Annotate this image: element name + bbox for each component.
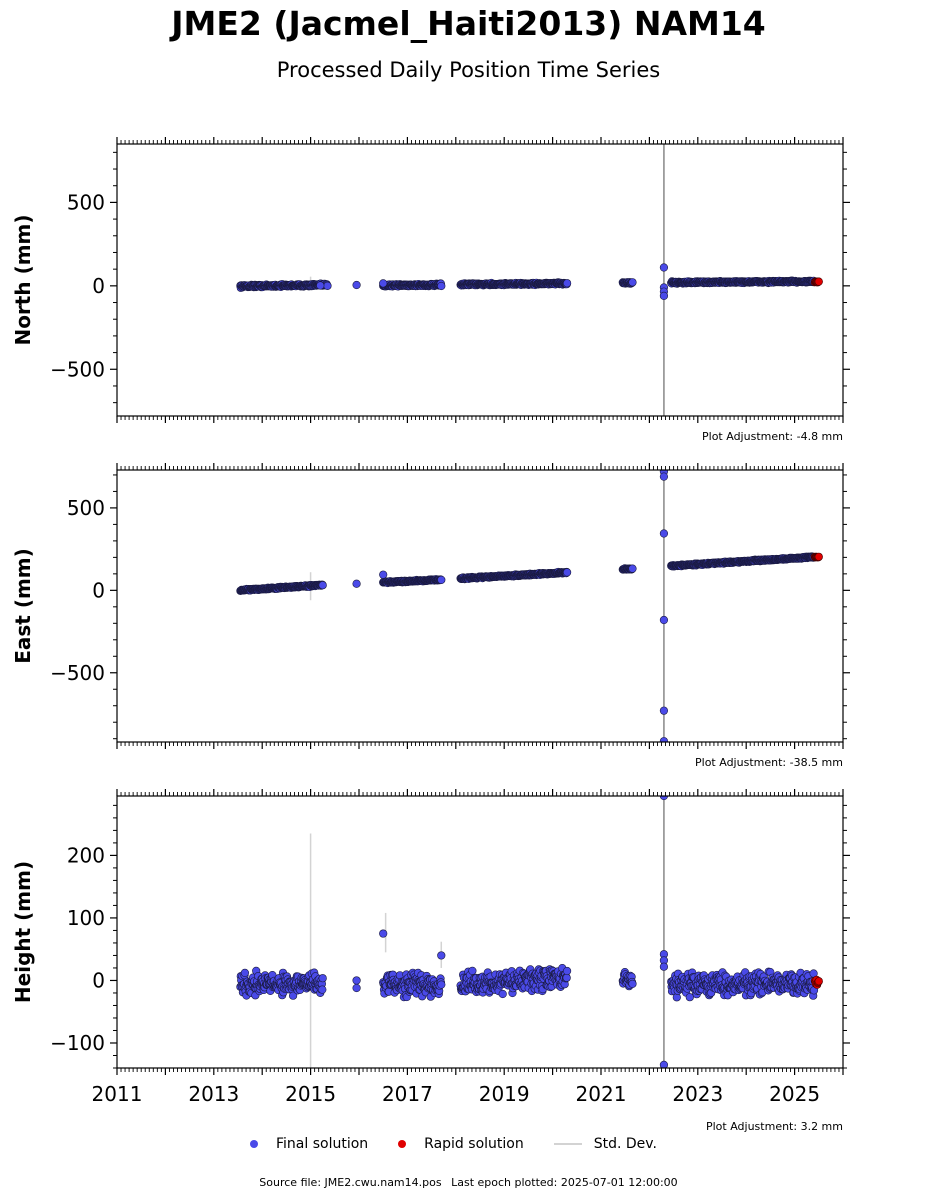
y-tick-label: 500 — [67, 190, 105, 214]
legend-final: Final solution — [250, 1136, 368, 1152]
final-solution-point — [685, 993, 694, 1002]
final-solution-point — [498, 989, 507, 999]
final-solution-point — [323, 281, 332, 291]
y-tick-label: −500 — [50, 357, 105, 381]
final-solution-point — [562, 279, 572, 288]
x-tick-label: 2017 — [382, 1082, 433, 1106]
final-solution-point — [318, 581, 327, 590]
footer-epoch: Last epoch plotted: 2025-07-01 12:00:00 — [451, 1176, 678, 1189]
final-solution-point — [352, 983, 361, 993]
plot-adjustment-label: Plot Adjustment: -38.5 mm — [695, 756, 843, 769]
axes-frame — [116, 469, 844, 743]
x-tick-label: 2019 — [479, 1082, 530, 1106]
x-tick-label: 2021 — [576, 1082, 627, 1106]
std-line-icon — [553, 1143, 582, 1145]
axes-frame — [116, 795, 844, 1069]
final-solution-point — [659, 737, 669, 742]
final-solution-point — [352, 280, 361, 290]
x-tick-label: 2025 — [769, 1082, 820, 1106]
final-solution-point — [318, 985, 327, 994]
panel-2: −500 0 500 East (mm) Plot Adjustment: -38.5 … — [11, 463, 850, 769]
x-tick-label: 2015 — [285, 1082, 336, 1106]
final-solution-point — [437, 980, 446, 989]
final-solution-point — [289, 991, 298, 1000]
y-tick-label: 0 — [92, 578, 105, 602]
legend-std-label: Std. Dev. — [593, 1136, 657, 1152]
x-tick-label: 2013 — [188, 1082, 239, 1106]
panel-3: −100 0 100 200 2011 2013 2015 2017 2019 2021 2023 2… — [11, 789, 850, 1133]
legend: Final solution Rapid solution Std. Dev. — [250, 1136, 687, 1152]
chart-title: JME2 (Jacmel_Haiti2013) NAM14 — [171, 4, 766, 43]
final-solution-point — [379, 279, 388, 288]
final-solution-point — [316, 281, 325, 290]
plot-adjustment-label: Plot Adjustment: -4.8 mm — [702, 430, 843, 443]
final-solution-point — [628, 278, 637, 287]
x-tick-label: 2023 — [672, 1082, 723, 1106]
legend-rapid: Rapid solution — [398, 1136, 524, 1152]
x-tick-label: 2011 — [92, 1082, 143, 1106]
y-tick-label: 500 — [67, 496, 105, 520]
final-solution-point — [659, 291, 669, 300]
final-marker-icon — [250, 1140, 258, 1148]
footer-source: Source file: JME2.cwu.nam14.pos — [259, 1176, 442, 1189]
final-solution-point — [379, 570, 388, 579]
final-solution-point — [437, 951, 446, 960]
rapid-marker-icon — [398, 1140, 407, 1148]
y-axis-label: Height (mm) — [11, 861, 35, 1003]
y-tick-label: 0 — [92, 968, 105, 992]
final-solution-point — [318, 974, 327, 983]
y-axis-label: North (mm) — [11, 214, 35, 345]
final-solution-point — [659, 615, 669, 625]
y-tick-label: 200 — [67, 843, 105, 867]
final-solution-point — [352, 579, 361, 588]
legend-rapid-label: Rapid solution — [424, 1136, 524, 1152]
legend-std: Std. Dev. — [553, 1136, 657, 1152]
chart-subtitle: Processed Daily Position Time Series — [276, 58, 661, 82]
final-solution-point — [437, 575, 446, 585]
plot-adjustment-label: Plot Adjustment: 3.2 mm — [706, 1120, 843, 1133]
y-axis-label: East (mm) — [11, 548, 35, 664]
rapid-solution-point — [814, 977, 823, 986]
final-solution-point — [352, 976, 361, 985]
final-solution-point — [562, 966, 572, 976]
final-solution-point — [659, 472, 669, 481]
final-solution-point — [659, 706, 669, 715]
footer: Source file: JME2.cwu.nam14.pos Last epo… — [0, 1176, 937, 1189]
final-solution-point — [659, 962, 669, 971]
final-solution-point — [562, 973, 571, 982]
rapid-solution-point — [814, 277, 823, 286]
final-solution-point — [659, 263, 669, 272]
y-tick-label: −100 — [50, 1031, 105, 1055]
final-solution-point — [240, 968, 249, 978]
final-solution-point — [628, 979, 637, 989]
final-solution-point — [437, 281, 446, 291]
final-solution-point — [379, 929, 388, 938]
final-solution-point — [628, 564, 637, 573]
final-solution-point — [468, 966, 477, 976]
panel-1: −500 0 500 North (mm) Plot Adjustment: -4.8 … — [11, 137, 850, 443]
final-solution-point — [562, 568, 572, 577]
y-tick-label: −500 — [50, 661, 105, 685]
final-solution-point — [659, 529, 669, 538]
y-tick-label: 100 — [67, 906, 105, 930]
y-tick-label: 0 — [92, 274, 105, 298]
legend-final-label: Final solution — [276, 1136, 369, 1152]
rapid-solution-point — [814, 552, 823, 561]
